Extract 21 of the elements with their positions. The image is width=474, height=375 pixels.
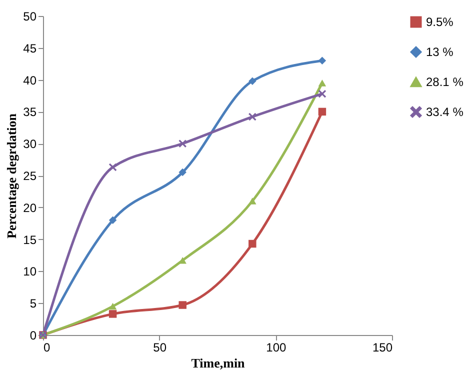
y-tick-label: 5 <box>30 296 37 311</box>
y-tick-label: 15 <box>23 232 37 247</box>
x-axis-title: Time,min <box>191 356 246 370</box>
x-tick-label: 0 <box>44 340 50 354</box>
y-tick-label: 0 <box>30 328 37 342</box>
legend-label: 13 % <box>426 45 454 59</box>
legend-label: 28.1 % <box>426 75 464 89</box>
y-tick-label: 30 <box>23 137 37 152</box>
y-tick-label: 20 <box>23 200 37 215</box>
y-tick-label: 50 <box>23 10 37 24</box>
legend-label: 9.5% <box>426 15 454 29</box>
y-tick-label: 40 <box>23 73 37 88</box>
y-tick-label: 10 <box>23 264 37 279</box>
y-tick-label: 25 <box>23 169 37 183</box>
y-tick-label: 35 <box>23 105 37 120</box>
y-axis-title: Percentage degrdation <box>4 112 20 239</box>
legend-label: 33.4 % <box>426 105 464 119</box>
x-tick-label: 100 <box>266 340 286 354</box>
x-tick-label: 50 <box>153 340 167 354</box>
x-tick-label: 150 <box>372 340 393 354</box>
y-tick-label: 45 <box>23 41 37 56</box>
